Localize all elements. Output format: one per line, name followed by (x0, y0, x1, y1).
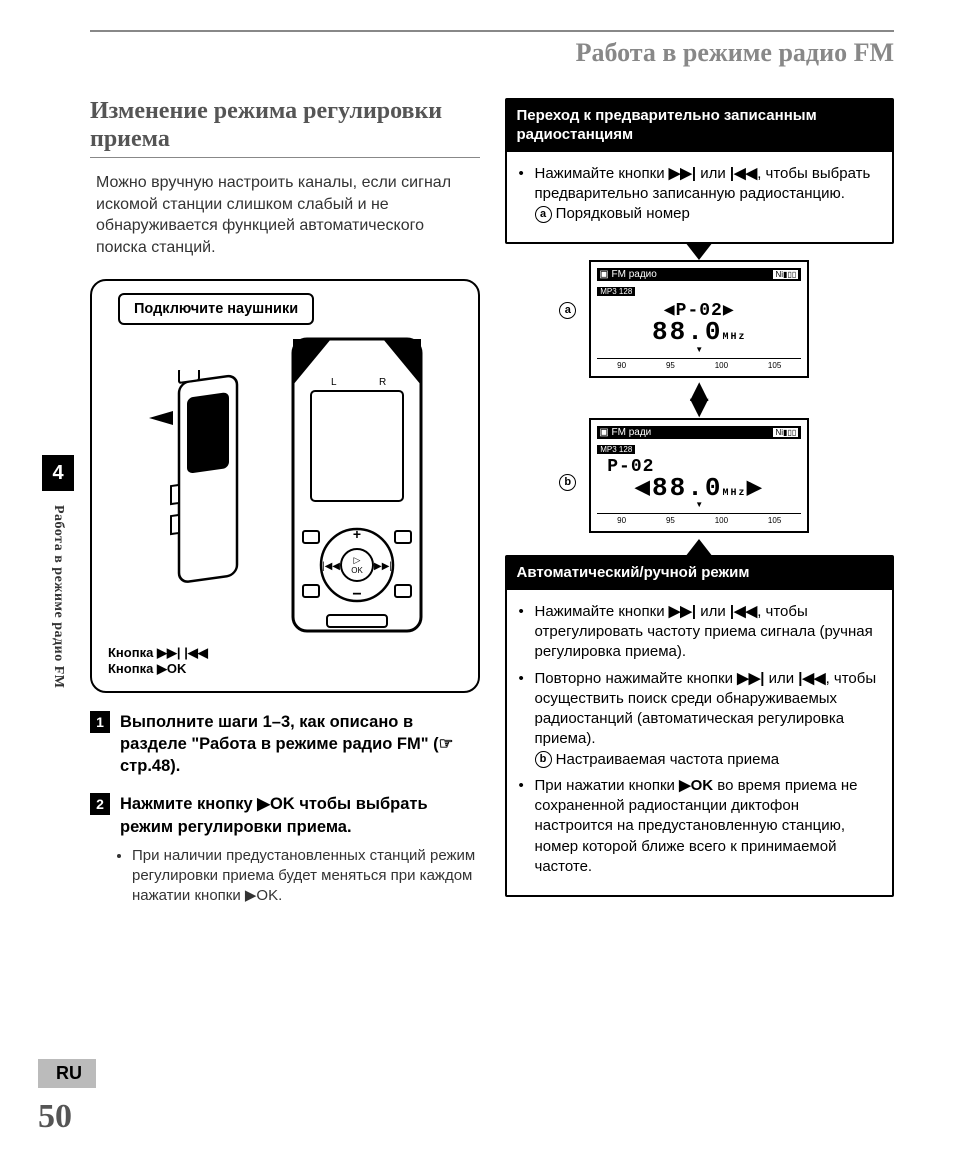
svg-text:|◀◀: |◀◀ (322, 561, 340, 572)
preset-box: Переход к предварительно записанным ради… (505, 98, 895, 244)
step-2-text-before: Нажмите кнопку (120, 795, 257, 813)
forward-icon: ▶▶| (737, 670, 764, 687)
svg-text:L: L (331, 377, 337, 388)
scale-tick: 100 (715, 361, 728, 370)
svg-text:▷: ▷ (353, 555, 360, 565)
button-labels: Кнопка ▶▶| |◀◀ Кнопка ▶OK (108, 645, 466, 677)
am-b1-before: Нажимайте кнопки (535, 603, 669, 620)
rewind-icon: |◀◀ (184, 645, 208, 660)
am-b3-before: При нажатии кнопки (535, 777, 680, 794)
label-b-text: Настраиваемая частота приема (556, 751, 779, 768)
rewind-icon: |◀◀ (730, 165, 757, 182)
rewind-icon: |◀◀ (730, 603, 757, 620)
lcd-screen-a: ▣ FM радиоNi▮▯▯ MP3 128 ◀P-02▶ 88.0MHz ▼… (589, 260, 809, 377)
forward-icon: ▶▶| (669, 165, 696, 182)
preset-bullet: Нажимайте кнопки ▶▶| или |◀◀, чтобы выбр… (535, 164, 881, 225)
lcd-a-scale: 90 95 100 105 (597, 358, 801, 370)
auto-manual-header: Автоматический/ручной режим (507, 557, 893, 590)
svg-text:R: R (379, 377, 386, 388)
ok-icon-text: ▶OK (679, 777, 713, 794)
section-underline (90, 157, 480, 158)
step-1-text: Выполните шаги 1–3, как описано в раздел… (120, 711, 480, 778)
btn-label-1-prefix: Кнопка (108, 645, 157, 660)
battery-icon: Ni▮▯▯ (772, 427, 799, 438)
scale-tick: 95 (666, 516, 675, 525)
step-2-row: 2 Нажмите кнопку ▶OK чтобы выбрать режим… (90, 793, 480, 838)
preset-box-body: Нажимайте кнопки ▶▶| или |◀◀, чтобы выбр… (507, 152, 893, 243)
scale-tick: 105 (768, 361, 781, 370)
double-arrow-icon: ▲▼ (505, 382, 895, 414)
label-b-marker: b (559, 474, 576, 491)
auto-manual-bullet-1: Нажимайте кнопки ▶▶| или |◀◀, чтобы отре… (535, 602, 881, 663)
step-2-bullets: При наличии предустановленных станций ре… (132, 846, 480, 907)
rewind-icon: |◀◀ (798, 670, 825, 687)
lcd-a-title: FM радио (611, 269, 656, 280)
device-diagram-box: Подключите наушники (90, 279, 480, 693)
preset-bullet-text-2: или (696, 165, 730, 182)
label-a-icon: a (535, 206, 552, 223)
headphone-callout: Подключите наушники (118, 293, 314, 325)
scale-tick: 90 (617, 516, 626, 525)
am-b1-mid: или (696, 603, 730, 620)
preset-bullet-text-1: Нажимайте кнопки (535, 165, 669, 182)
header-rule (90, 30, 894, 32)
section-title: Изменение режима регулировки приема (90, 98, 480, 153)
scale-tick: 90 (617, 361, 626, 370)
label-a-marker: a (559, 302, 576, 319)
auto-manual-body: Нажимайте кнопки ▶▶| или |◀◀, чтобы отре… (507, 590, 893, 895)
lcd-b-freq: 88.0 (652, 473, 722, 503)
ok-icon-text: ▶OK (257, 795, 294, 813)
forward-icon: ▶▶| (669, 603, 696, 620)
step-2-bullet-1: При наличии предустановленных станций ре… (132, 846, 480, 907)
auto-manual-bullet-2: Повторно нажимайте кнопки ▶▶| или |◀◀, ч… (535, 669, 881, 770)
auto-manual-box: Автоматический/ручной режим Нажимайте кн… (505, 555, 895, 897)
label-a-text: Порядковый номер (556, 205, 690, 222)
label-b-icon: b (535, 751, 552, 768)
btn-label-2-prefix: Кнопка (108, 661, 157, 676)
step-number: 2 (90, 793, 110, 815)
scale-tick: 95 (666, 361, 675, 370)
lcd-b-title: FM ради (611, 427, 651, 438)
preset-box-header: Переход к предварительно записанным ради… (507, 100, 893, 152)
step-number: 1 (90, 711, 110, 733)
scale-tick: 105 (768, 516, 781, 525)
scale-tick: 100 (715, 516, 728, 525)
svg-text:−: − (352, 586, 361, 603)
lcd-b-format: MP3 128 (597, 445, 635, 454)
svg-text:+: + (353, 526, 361, 542)
step-2-text: Нажмите кнопку ▶OK чтобы выбрать режим р… (120, 793, 480, 838)
chapter-title: Работа в режиме радио FM (90, 38, 894, 68)
lcd-screen-b: ▣ FM радиNi▮▯▯ MP3 128 P-02 ◀88.0MHz▶ ▼ … (589, 418, 809, 533)
am-b2-before: Повторно нажимайте кнопки (535, 670, 738, 687)
lcd-a-format: MP3 128 (597, 287, 635, 296)
battery-icon: Ni▮▯▯ (772, 269, 799, 280)
device-front-illustration: L R ▷ OK + (287, 335, 427, 635)
svg-text:OK: OK (351, 566, 363, 575)
lcd-b-scale: 90 95 100 105 (597, 513, 801, 525)
device-side-illustration (143, 370, 273, 600)
svg-text:▶▶|: ▶▶| (374, 561, 392, 572)
lcd-a-unit: MHz (722, 332, 746, 343)
step-1-row: 1 Выполните шаги 1–3, как описано в разд… (90, 711, 480, 778)
play-ok-icon: ▶OK (157, 661, 187, 676)
forward-icon: ▶▶| (157, 645, 181, 660)
auto-manual-bullet-3: При нажатии кнопки ▶OK во время приема н… (535, 776, 881, 877)
intro-paragraph: Можно вручную настроить каналы, если сиг… (90, 172, 480, 258)
pointer-down-icon (685, 242, 713, 260)
am-b2-mid: или (764, 670, 798, 687)
lcd-b-unit: MHz (722, 488, 746, 499)
lcd-a-freq: 88.0 (652, 317, 722, 347)
